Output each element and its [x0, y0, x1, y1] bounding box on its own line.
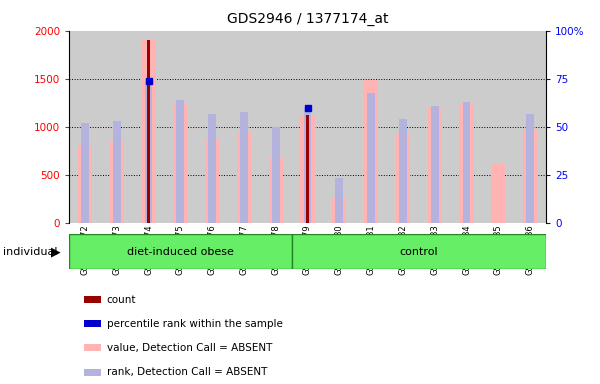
- Text: control: control: [400, 247, 438, 257]
- Bar: [305, 115, 310, 223]
- Bar: [387, 31, 419, 223]
- Bar: [113, 121, 121, 223]
- Bar: [526, 114, 534, 223]
- Bar: [110, 142, 124, 223]
- Text: diet-induced obese: diet-induced obese: [127, 247, 234, 257]
- Bar: [463, 102, 470, 223]
- Bar: [81, 123, 89, 223]
- Bar: [146, 40, 151, 223]
- Text: rank, Detection Call = ABSENT: rank, Detection Call = ABSENT: [107, 367, 267, 377]
- Bar: [332, 198, 346, 223]
- Bar: [460, 104, 473, 223]
- Bar: [431, 106, 439, 223]
- Bar: [240, 112, 248, 223]
- Bar: [205, 139, 219, 223]
- Bar: [78, 146, 92, 223]
- Bar: [208, 114, 216, 223]
- Bar: [514, 31, 546, 223]
- Bar: [272, 127, 280, 223]
- Bar: [101, 31, 133, 223]
- Bar: [260, 31, 292, 223]
- Title: GDS2946 / 1377174_at: GDS2946 / 1377174_at: [227, 12, 388, 25]
- Bar: [228, 31, 260, 223]
- Bar: [396, 134, 410, 223]
- Bar: [355, 31, 387, 223]
- Bar: [292, 234, 546, 269]
- Bar: [292, 31, 323, 223]
- Bar: [145, 81, 152, 223]
- Bar: [451, 31, 482, 223]
- Text: ▶: ▶: [51, 245, 61, 258]
- Bar: [304, 108, 311, 223]
- Bar: [196, 31, 228, 223]
- Text: value, Detection Call = ABSENT: value, Detection Call = ABSENT: [107, 343, 272, 353]
- Bar: [482, 31, 514, 223]
- Bar: [237, 132, 251, 223]
- Bar: [176, 100, 184, 223]
- Bar: [364, 80, 378, 223]
- Text: individual: individual: [3, 247, 58, 257]
- Bar: [269, 157, 283, 223]
- Bar: [173, 104, 187, 223]
- Bar: [428, 108, 442, 223]
- Bar: [323, 31, 355, 223]
- Bar: [133, 31, 164, 223]
- Bar: [69, 234, 292, 269]
- Text: count: count: [107, 295, 136, 305]
- Bar: [491, 164, 505, 223]
- Bar: [142, 40, 155, 223]
- Bar: [335, 177, 343, 223]
- Bar: [367, 93, 375, 223]
- Text: percentile rank within the sample: percentile rank within the sample: [107, 319, 283, 329]
- Bar: [69, 31, 101, 223]
- Bar: [301, 115, 314, 223]
- Bar: [523, 129, 537, 223]
- Bar: [419, 31, 451, 223]
- Bar: [399, 119, 407, 223]
- Bar: [164, 31, 196, 223]
